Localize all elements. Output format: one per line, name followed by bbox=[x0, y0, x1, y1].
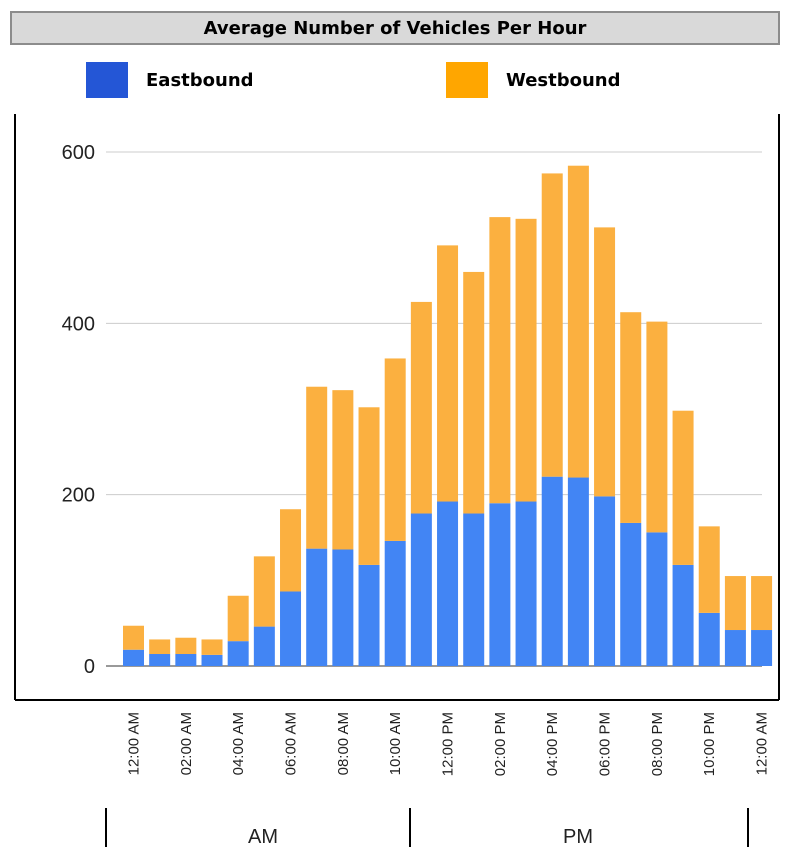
y-tick-label: 600 bbox=[62, 142, 95, 164]
x-tick-label: 12:00 AM bbox=[126, 712, 143, 775]
bar-eastbound bbox=[567, 477, 589, 666]
legend-item-eastbound: Eastbound bbox=[86, 62, 254, 98]
bar-eastbound bbox=[201, 654, 223, 666]
bar-westbound bbox=[594, 227, 616, 497]
bar-eastbound bbox=[149, 654, 171, 666]
y-tick-label: 0 bbox=[84, 656, 95, 678]
bar-westbound bbox=[541, 173, 563, 477]
y-tick-label: 400 bbox=[62, 313, 95, 335]
legend-label-westbound: Westbound bbox=[506, 69, 621, 91]
bar-westbound bbox=[463, 271, 485, 514]
bar-westbound bbox=[384, 358, 406, 541]
bar-eastbound bbox=[358, 564, 380, 666]
x-tick-label: 12:00 PM bbox=[440, 712, 457, 776]
bar-eastbound bbox=[620, 522, 642, 666]
bar-westbound bbox=[201, 639, 223, 655]
bar-eastbound bbox=[123, 649, 144, 666]
bar-westbound bbox=[175, 637, 197, 655]
y-tick-label: 200 bbox=[62, 485, 95, 507]
bar-westbound bbox=[437, 245, 459, 502]
x-tick-label: 10:00 AM bbox=[387, 712, 404, 775]
bar-westbound bbox=[253, 556, 275, 627]
bar-westbound bbox=[724, 576, 746, 631]
bar-eastbound bbox=[306, 548, 328, 666]
bar-westbound bbox=[358, 407, 380, 565]
bar-westbound bbox=[306, 386, 328, 549]
group-label: AM bbox=[248, 826, 278, 847]
bar-eastbound bbox=[463, 513, 485, 666]
bar-eastbound bbox=[515, 501, 537, 666]
bar-eastbound bbox=[227, 641, 249, 666]
bar-westbound bbox=[646, 321, 668, 533]
bar-eastbound bbox=[384, 540, 406, 666]
bar-eastbound bbox=[332, 549, 354, 666]
x-tick-label: 12:00 AM bbox=[754, 712, 771, 775]
legend-swatch-eastbound bbox=[86, 62, 128, 98]
bar-westbound bbox=[515, 218, 537, 502]
bar-westbound bbox=[698, 526, 720, 613]
x-tick-label: 06:00 AM bbox=[283, 712, 300, 775]
bar-westbound bbox=[280, 509, 302, 592]
bar-eastbound bbox=[410, 513, 432, 666]
chart-title: Average Number of Vehicles Per Hour bbox=[10, 11, 780, 45]
x-tick-label: 10:00 PM bbox=[701, 712, 718, 776]
bar-westbound bbox=[332, 390, 354, 550]
bar-westbound bbox=[620, 312, 642, 523]
bar-westbound bbox=[227, 595, 249, 642]
x-tick-label: 04:00 AM bbox=[230, 712, 247, 775]
x-tick-label: 02:00 PM bbox=[492, 712, 509, 776]
legend-label-eastbound: Eastbound bbox=[146, 69, 254, 91]
bar-westbound bbox=[567, 165, 589, 478]
bar-eastbound bbox=[541, 476, 563, 666]
bar-eastbound bbox=[437, 501, 459, 666]
x-tick-label: 06:00 PM bbox=[597, 712, 614, 776]
x-tick-label: 04:00 PM bbox=[544, 712, 561, 776]
x-tick-label: 02:00 AM bbox=[178, 712, 195, 775]
legend-item-westbound: Westbound bbox=[446, 62, 621, 98]
group-label: PM bbox=[563, 826, 593, 847]
bar-eastbound bbox=[698, 612, 720, 666]
bar-eastbound bbox=[489, 503, 511, 666]
bar-eastbound bbox=[280, 591, 302, 666]
legend-swatch-westbound bbox=[446, 62, 488, 98]
bar-westbound bbox=[751, 576, 773, 631]
bar-eastbound bbox=[646, 532, 668, 666]
bar-eastbound bbox=[253, 626, 275, 666]
bar-eastbound bbox=[751, 630, 773, 666]
bar-westbound bbox=[149, 639, 171, 655]
bar-eastbound bbox=[175, 654, 197, 666]
bar-westbound bbox=[489, 217, 511, 504]
bar-eastbound bbox=[672, 564, 694, 666]
bar-eastbound bbox=[594, 496, 616, 666]
x-tick-label: 08:00 PM bbox=[649, 712, 666, 776]
x-tick-label: 08:00 AM bbox=[335, 712, 352, 775]
bar-eastbound bbox=[724, 630, 746, 666]
bar-westbound bbox=[672, 410, 694, 565]
bar-westbound bbox=[123, 625, 144, 650]
bar-westbound bbox=[410, 301, 432, 514]
